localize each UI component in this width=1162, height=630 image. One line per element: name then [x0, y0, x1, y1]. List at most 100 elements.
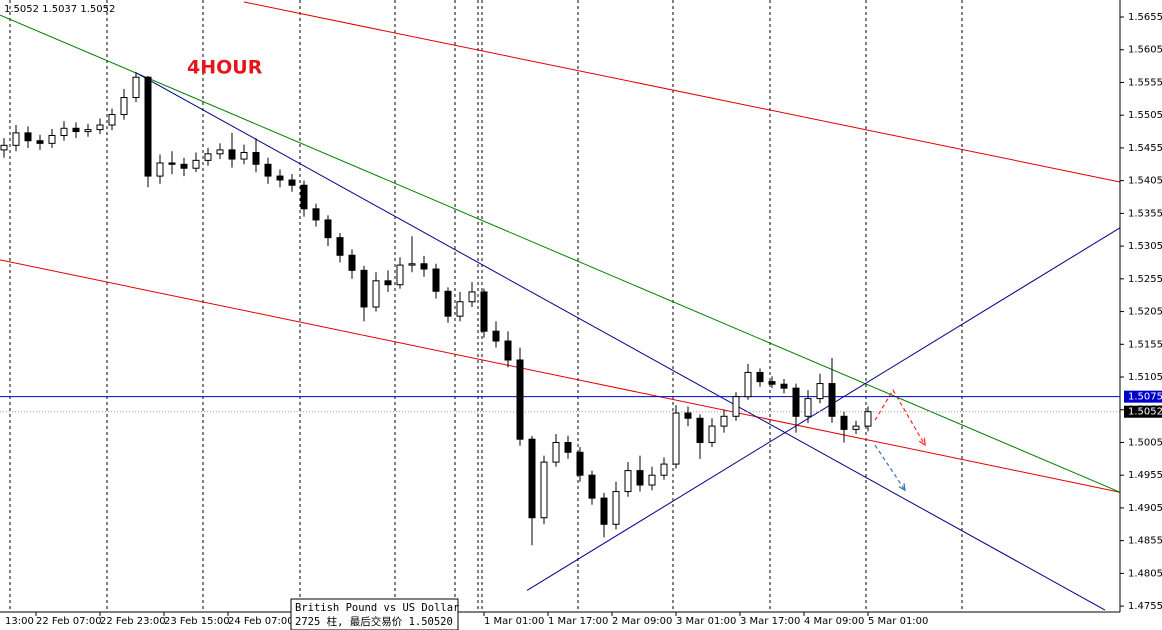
candle-body [180, 163, 188, 169]
candle-body [216, 149, 224, 155]
candle-body [336, 237, 344, 256]
x-tick-label: 22 Feb 23:00 [100, 616, 166, 627]
candle-body [768, 381, 776, 385]
y-tick-label: 1.5155 [1128, 339, 1162, 350]
candle-body [276, 175, 284, 181]
candle-body [504, 340, 512, 361]
candle-body [348, 254, 356, 271]
candle-body [516, 359, 524, 440]
y-tick-label: 1.4755 [1128, 601, 1162, 612]
y-tick-label: 1.5205 [1128, 307, 1162, 318]
y-tick-label: 1.5355 [1128, 208, 1162, 219]
candle-body [444, 290, 452, 317]
x-tick-label: 24 Feb 07:00 [228, 616, 294, 627]
trend-line [0, 14, 1121, 493]
candle-body [552, 441, 560, 463]
candle-body [828, 383, 836, 417]
candle-body [312, 208, 320, 221]
candle-body [636, 470, 644, 486]
y-tick-label: 1.4855 [1128, 536, 1162, 547]
candle-body [408, 263, 416, 266]
candle-body [492, 330, 500, 342]
trend-line [874, 388, 926, 446]
candle-body [528, 438, 536, 519]
y-tick-label: 1.5305 [1128, 241, 1162, 252]
tooltip-line: 2725 柱, 最后交易价 1.50520 [295, 615, 453, 628]
candle-body [360, 269, 368, 308]
candle-body [108, 114, 116, 126]
candle-body [840, 415, 848, 430]
trend-line [526, 227, 1121, 591]
candle-body [612, 491, 620, 525]
arrow-head [918, 438, 926, 447]
candle-body [708, 425, 716, 443]
x-tick-label: 22 Feb 07:00 [36, 616, 102, 627]
tooltip-line: British Pound vs US Dollar [295, 602, 459, 614]
candle-body [816, 383, 824, 400]
y-tick-label: 1.5555 [1128, 77, 1162, 88]
trend-line [243, 1, 1121, 183]
candle-body [96, 124, 104, 131]
candle-body [396, 264, 404, 286]
x-tick-label: 5 Mar 01:00 [868, 616, 928, 627]
candle-body [264, 163, 272, 177]
y-tick-label: 1.5255 [1128, 274, 1162, 285]
x-tick-label: 23 Feb 15:00 [164, 616, 230, 627]
candle-body [420, 263, 428, 270]
candle-body [660, 463, 668, 476]
candle-body [720, 415, 728, 427]
candle-body [372, 280, 380, 308]
candle-body [156, 162, 164, 177]
candle-body [672, 412, 680, 465]
candle-body [852, 425, 860, 430]
candle-body [36, 140, 44, 144]
candle-body [60, 127, 68, 136]
x-tick-label: 1 Mar 17:00 [548, 616, 608, 627]
y-tick-label: 1.5405 [1128, 176, 1162, 187]
candle-body [588, 474, 596, 499]
candle-body [684, 412, 692, 419]
candle-body [696, 417, 704, 443]
candle-body [468, 291, 476, 303]
candle-body [192, 159, 200, 169]
x-tick-label: 2 Mar 09:00 [612, 616, 672, 627]
candle-body [732, 396, 740, 417]
x-tick-label: 13:00 [5, 616, 34, 627]
y-tick-label: 1.5655 [1128, 12, 1162, 23]
y-tick-label: 1.4905 [1128, 503, 1162, 514]
x-tick-label: 3 Mar 17:00 [740, 616, 800, 627]
candle-body [456, 301, 464, 317]
candle-body [0, 144, 8, 151]
ohlc-header: 1.5052 1.5037 1.5052 [4, 4, 115, 15]
candle-body [648, 474, 656, 486]
candle-body [540, 461, 548, 519]
tooltip: British Pound vs US Dollar 2725 柱, 最后交易价… [290, 598, 459, 630]
y-tick-label: 1.5455 [1128, 143, 1162, 154]
candle-body [804, 398, 812, 417]
candle-body [228, 149, 236, 160]
candle-body [132, 76, 140, 99]
y-tick-label: 1.4805 [1128, 568, 1162, 579]
candle-body [72, 127, 80, 133]
bid-label: 1.5052 [1128, 407, 1162, 418]
price-box-label: 1.5075 [1128, 392, 1162, 403]
candle-body [744, 371, 752, 398]
y-tick-label: 1.5105 [1128, 372, 1162, 383]
candle-body [144, 76, 152, 177]
x-tick-label: 3 Mar 01:00 [676, 616, 736, 627]
x-tick-label: 1 Mar 01:00 [484, 616, 544, 627]
candle-body [48, 134, 56, 144]
trend-line [874, 444, 906, 491]
candle-body [12, 132, 20, 146]
y-tick-label: 1.4955 [1128, 470, 1162, 481]
candle-body [24, 132, 32, 142]
x-tick-label: 4 Mar 09:00 [804, 616, 864, 627]
candle-body [792, 387, 800, 417]
candle-body [252, 152, 260, 165]
candle-body [288, 179, 296, 186]
price-box [1124, 390, 1162, 403]
candle-body [480, 291, 488, 332]
candle-body [780, 383, 788, 389]
candle-body [432, 268, 440, 292]
